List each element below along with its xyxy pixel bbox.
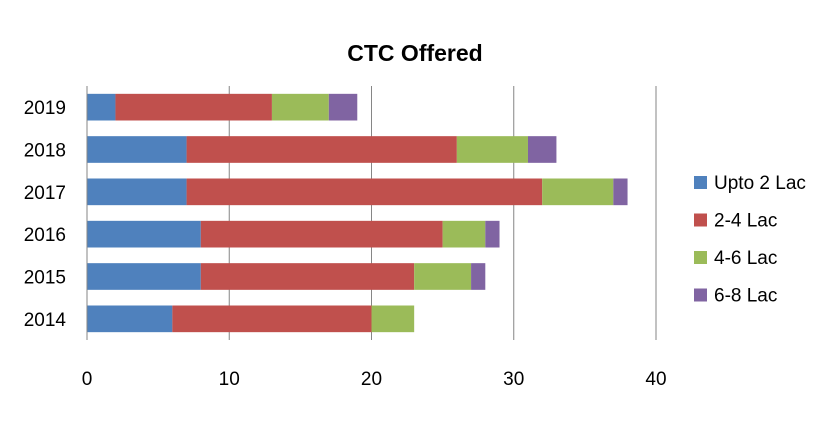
x-tick-label: 40	[645, 369, 666, 390]
x-tick-label: 0	[82, 369, 93, 390]
bar-2017-6-8-lac	[613, 178, 628, 206]
legend-swatch	[694, 213, 707, 227]
legend: Upto 2 Lac 2-4 Lac 4-6 Lac 6-8 Lac	[694, 173, 806, 307]
bar-2015-upto-2-lac	[87, 263, 201, 290]
bar-2014-upto-2-lac	[87, 305, 173, 333]
y-tick-label: 2018	[24, 141, 66, 162]
bar-2014-2-4-lac	[172, 305, 372, 333]
bar-2015-4-6-lac	[414, 263, 472, 290]
bar-2016-4-6-lac	[442, 220, 486, 248]
bar-2016-6-8-lac	[485, 220, 500, 248]
y-tick-label: 2015	[24, 268, 66, 289]
bar-2018-upto-2-lac	[87, 136, 187, 163]
bar-2015-2-4-lac	[200, 263, 415, 290]
gridlines	[228, 86, 657, 340]
bar-2014-4-6-lac	[371, 305, 415, 333]
legend-swatch	[694, 251, 707, 264]
legend-label: 6-8 Lac	[714, 286, 777, 307]
y-tick-label: 2016	[24, 225, 66, 246]
legend-label: 2-4 Lac	[714, 211, 777, 232]
x-tick-label: 20	[361, 369, 382, 390]
legend-swatch	[694, 176, 707, 189]
bar-2015-6-8-lac	[471, 263, 486, 290]
x-tick-label: 10	[219, 369, 240, 390]
y-tick-label: 2019	[24, 98, 66, 119]
y-tick-label: 2014	[24, 310, 67, 331]
bar-2019-6-8-lac	[328, 93, 358, 121]
bar-2018-4-6-lac	[456, 136, 528, 163]
bar-2017-2-4-lac	[186, 178, 543, 206]
legend-label: 4-6 Lac	[714, 248, 777, 269]
axes: 0 10 20 30 40 2019 2018 2017 2016 2015 2014	[24, 86, 667, 390]
bar-2017-4-6-lac	[542, 178, 614, 206]
bar-2018-6-8-lac	[527, 136, 557, 163]
legend-swatch	[694, 288, 707, 302]
x-tick-label: 30	[503, 369, 524, 390]
legend-label: Upto 2 Lac	[714, 173, 806, 194]
bar-2016-upto-2-lac	[87, 220, 201, 248]
bar-2018-2-4-lac	[186, 136, 457, 163]
bar-2019-4-6-lac	[271, 93, 329, 121]
y-tick-label: 2017	[24, 183, 66, 204]
chart-title: CTC Offered	[347, 40, 482, 66]
bar-2019-2-4-lac	[115, 93, 272, 121]
bar-2017-upto-2-lac	[87, 178, 187, 206]
bar-2019-upto-2-lac	[87, 93, 116, 121]
bars	[87, 93, 628, 333]
bar-2016-2-4-lac	[200, 220, 443, 248]
